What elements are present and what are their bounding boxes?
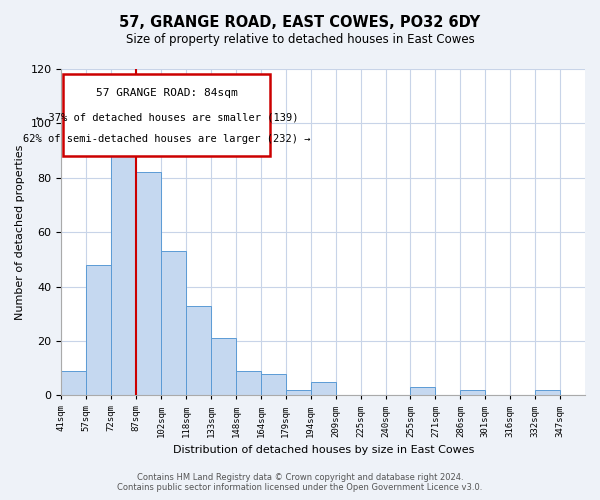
FancyBboxPatch shape bbox=[64, 74, 271, 156]
Bar bbox=[211, 338, 236, 396]
Bar bbox=[410, 387, 436, 396]
Text: 62% of semi-detached houses are larger (232) →: 62% of semi-detached houses are larger (… bbox=[23, 134, 311, 144]
Text: ← 37% of detached houses are smaller (139): ← 37% of detached houses are smaller (13… bbox=[35, 112, 298, 122]
Bar bbox=[161, 251, 186, 396]
Bar bbox=[61, 371, 86, 396]
Bar bbox=[460, 390, 485, 396]
Text: 57, GRANGE ROAD, EAST COWES, PO32 6DY: 57, GRANGE ROAD, EAST COWES, PO32 6DY bbox=[119, 15, 481, 30]
Bar bbox=[261, 374, 286, 396]
Bar bbox=[236, 371, 261, 396]
Bar bbox=[535, 390, 560, 396]
Bar bbox=[186, 306, 211, 396]
Bar bbox=[286, 390, 311, 396]
Text: Contains HM Land Registry data © Crown copyright and database right 2024.
Contai: Contains HM Land Registry data © Crown c… bbox=[118, 473, 482, 492]
Y-axis label: Number of detached properties: Number of detached properties bbox=[15, 144, 25, 320]
Bar bbox=[311, 382, 335, 396]
X-axis label: Distribution of detached houses by size in East Cowes: Distribution of detached houses by size … bbox=[173, 445, 474, 455]
Bar bbox=[111, 124, 136, 396]
Text: 57 GRANGE ROAD: 84sqm: 57 GRANGE ROAD: 84sqm bbox=[96, 88, 238, 98]
Text: Size of property relative to detached houses in East Cowes: Size of property relative to detached ho… bbox=[125, 32, 475, 46]
Bar bbox=[86, 265, 111, 396]
Bar bbox=[136, 172, 161, 396]
